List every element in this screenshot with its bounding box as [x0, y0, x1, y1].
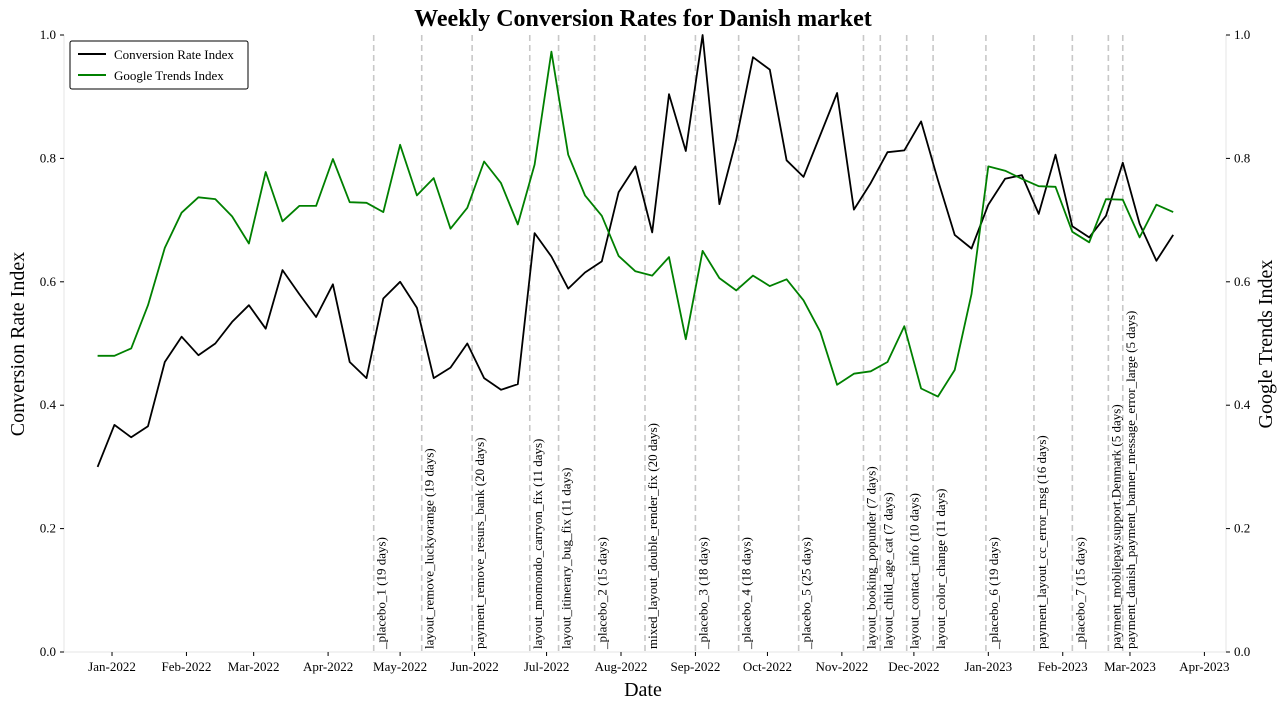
x-tick-label: Jan-2023: [964, 659, 1012, 674]
experiment-label: _placebo_6 (19 days): [986, 537, 1001, 650]
experiment-label: layout_child_age_cat (7 days): [880, 492, 895, 649]
legend-label-trends: Google Trends Index: [114, 68, 224, 83]
experiment-label: _placebo_3 (18 days): [695, 537, 710, 650]
x-axis-label: Date: [624, 679, 662, 701]
x-tick-label: Jul-2022: [524, 659, 570, 674]
y-tick-label: 0.2: [40, 521, 56, 536]
experiment-label: payment_danish_payment_banner_message_er…: [1123, 311, 1138, 649]
x-tick-label: Sep-2022: [670, 659, 720, 674]
experiment-label: layout_itinerary_bug_fix (11 days): [559, 468, 574, 649]
x-tick-label: Nov-2022: [816, 659, 869, 674]
x-tick-label: Jan-2022: [88, 659, 136, 674]
experiment-label: mixed_layout_double_render_fix (20 days): [645, 423, 660, 649]
experiment-label: _placebo_5 (25 days): [799, 537, 814, 650]
y2-tick-label: 0.6: [1234, 274, 1251, 289]
experiment-label: layout_booking_popunder (7 days): [863, 466, 878, 649]
experiment-label: _placebo_7 (15 days): [1072, 537, 1087, 650]
y2-tick-label: 0.0: [1234, 644, 1250, 659]
legend-label-conversion: Conversion Rate Index: [114, 47, 234, 62]
experiment-label: payment_remove_resurs_bank (20 days): [472, 437, 487, 649]
conversion-rate-line: [96, 34, 1174, 468]
y2-tick-label: 1.0: [1234, 27, 1250, 42]
y-tick-label: 0.0: [40, 644, 56, 659]
plot-frame: [63, 35, 1227, 653]
y2-tick-label: 0.2: [1234, 521, 1250, 536]
experiment-label: layout_contact_info (10 days): [907, 493, 922, 649]
legend-box: [69, 40, 249, 90]
y2-axis-label: Google Trends Index: [1255, 260, 1277, 429]
google-trends-line: [97, 50, 1174, 398]
y-axis-label: Conversion Rate Index: [7, 252, 29, 436]
y2-tick-label: 0.8: [1234, 150, 1250, 165]
x-tick-label: Dec-2022: [888, 659, 939, 674]
x-tick-label: Mar-2023: [1104, 659, 1156, 674]
x-tick-label: Mar-2022: [228, 659, 280, 674]
y-tick-label: 0.8: [40, 150, 56, 165]
experiment-label: layout_momondo_carryon_fix (11 days): [530, 439, 545, 649]
x-tick-label: Aug-2022: [595, 659, 648, 674]
experiment-label: layout_remove_luckyorange (19 days): [422, 448, 437, 649]
experiment-label: payment_mobilepay.support.Denmark (5 day…: [1108, 404, 1123, 649]
y-tick-label: 1.0: [40, 27, 56, 42]
experiment-label: _placebo_1 (19 days): [374, 537, 389, 650]
experiment-labels: _placebo_1 (19 days) layout_remove_luckyo…: [374, 311, 1138, 650]
x-tick-label: Apr-2023: [1179, 659, 1229, 674]
experiment-label: payment_layout_cc_error_msg (16 days): [1034, 435, 1049, 649]
y-tick-label: 0.4: [40, 397, 57, 412]
experiment-label: layout_color_change (11 days): [933, 488, 948, 649]
chart-title: Weekly Conversion Rates for Danish marke…: [414, 6, 872, 32]
experiment-label: _placebo_2 (15 days): [595, 537, 610, 650]
x-tick-label: Apr-2022: [303, 659, 353, 674]
x-tick-label: Jun-2022: [450, 659, 498, 674]
experiment-lines: [372, 35, 1124, 652]
y-tick-label: 0.6: [40, 274, 57, 289]
legend: Conversion Rate Index Google Trends Inde…: [69, 40, 249, 90]
x-tick-label: Oct-2022: [743, 659, 792, 674]
x-tick-label: Feb-2023: [1038, 659, 1088, 674]
series-layer: [96, 34, 1174, 468]
x-tick-label: Feb-2022: [162, 659, 212, 674]
x-tick-label: May-2022: [373, 659, 427, 674]
axes: 0.0 0.0 0.2 0.2 0.4 0.4 0.6 0.6 0.8 0.8 1.0 1.0 Jan-…: [40, 27, 1251, 674]
experiment-label: _placebo_4 (18 days): [739, 537, 754, 650]
y2-tick-label: 0.4: [1234, 397, 1251, 412]
